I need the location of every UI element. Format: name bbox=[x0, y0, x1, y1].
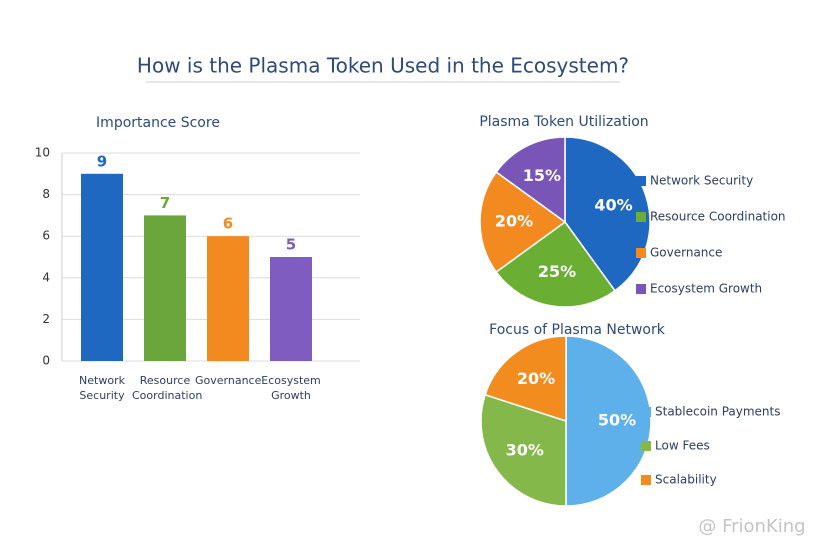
legend-label: Network Security bbox=[650, 174, 753, 188]
y-tick-label: 0 bbox=[42, 354, 50, 368]
legend-label: Low Fees bbox=[655, 439, 710, 453]
pie-title: Plasma Token Utilization bbox=[479, 114, 648, 130]
bar bbox=[270, 257, 312, 361]
data-label: 5 bbox=[286, 236, 296, 254]
legend-swatch bbox=[636, 212, 646, 222]
pie-slice bbox=[479, 170, 567, 274]
pie-slice bbox=[495, 136, 566, 224]
legend-swatch bbox=[641, 407, 651, 417]
pie-title: Focus of Plasma Network bbox=[489, 322, 666, 338]
legend-swatch bbox=[641, 441, 651, 451]
y-tick-label: 4 bbox=[42, 270, 50, 284]
pie-slice bbox=[564, 136, 651, 292]
pie-slice bbox=[484, 335, 567, 423]
pie-slice bbox=[480, 393, 567, 507]
slice-label: 20% bbox=[517, 369, 555, 388]
legend-swatch bbox=[636, 284, 646, 294]
legend-swatch bbox=[636, 176, 646, 186]
bar bbox=[144, 215, 186, 361]
page-title: How is the Plasma Token Used in the Ecos… bbox=[137, 54, 629, 78]
data-label: 7 bbox=[160, 194, 170, 212]
y-tick-label: 10 bbox=[35, 146, 50, 160]
x-tick-label: Network Security bbox=[79, 374, 125, 402]
legend-swatch bbox=[641, 475, 651, 485]
legend-swatch bbox=[636, 248, 646, 258]
legend-label: Ecosystem Growth bbox=[650, 282, 762, 296]
legend-label: Stablecoin Payments bbox=[655, 405, 781, 419]
y-tick-label: 2 bbox=[42, 312, 50, 326]
data-label: 6 bbox=[223, 215, 233, 233]
slice-label: 50% bbox=[598, 411, 636, 430]
legend-label: Resource Coordination bbox=[650, 210, 786, 224]
slice-label: 40% bbox=[594, 196, 632, 215]
x-tick-label: Resource Coordination bbox=[132, 374, 203, 402]
slice-label: 30% bbox=[506, 440, 544, 459]
legend-label: Governance bbox=[650, 246, 722, 260]
slice-label: 25% bbox=[538, 262, 576, 281]
pie-slice bbox=[495, 220, 617, 308]
pie-slice bbox=[565, 335, 652, 507]
y-tick-label: 6 bbox=[42, 229, 50, 243]
watermark: @ FrionKing bbox=[698, 516, 805, 537]
data-label: 9 bbox=[97, 152, 107, 170]
x-tick-label: Governance bbox=[195, 374, 262, 387]
bar bbox=[81, 173, 123, 361]
slice-label: 15% bbox=[523, 166, 561, 185]
bar-title: Importance Score bbox=[96, 115, 220, 131]
y-tick-label: 8 bbox=[42, 187, 50, 201]
legend-label: Scalability bbox=[655, 473, 717, 487]
x-tick-label: Ecosystem Growth bbox=[261, 374, 321, 402]
slice-label: 20% bbox=[495, 212, 533, 231]
bar bbox=[207, 236, 249, 361]
